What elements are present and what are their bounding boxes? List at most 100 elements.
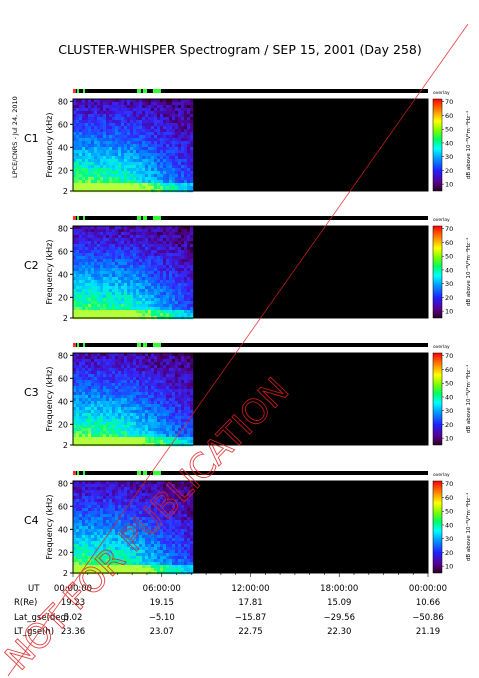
spectrogram-cell: [82, 265, 86, 269]
spectrogram-cell: [136, 490, 140, 494]
spectrogram-cell: [181, 280, 185, 284]
spectrogram-cell: [121, 431, 125, 435]
spectrogram-cell: [139, 289, 143, 293]
spectrogram-cell: [112, 229, 116, 233]
spectrogram-cell: [148, 123, 152, 127]
spectrogram-cell: [79, 301, 83, 305]
spectrogram-cell: [103, 517, 107, 521]
spectrogram-cell: [127, 138, 131, 142]
spectrogram-cell: [142, 365, 146, 369]
spectrogram-cell: [85, 138, 89, 142]
spectrogram-cell: [73, 395, 77, 399]
spectrogram-cell: [166, 105, 170, 109]
spectrogram-cell: [97, 356, 101, 360]
spectrogram-cell: [142, 292, 146, 296]
spectrogram-cell: [112, 362, 116, 366]
spectrogram-cell: [169, 132, 173, 136]
spectrogram-cell: [112, 117, 116, 121]
spectrogram-cell: [124, 244, 128, 248]
spectrogram-cell: [97, 123, 101, 127]
spectrogram-cell: [142, 147, 146, 151]
spectrogram-cell: [139, 356, 143, 360]
spectrogram-cell: [181, 271, 185, 275]
spectrogram-cell: [121, 265, 125, 269]
spectrogram-cell: [154, 162, 158, 166]
spectrogram-cell: [166, 377, 170, 381]
spectrogram-cell: [184, 313, 188, 317]
spectrogram-cell: [163, 541, 167, 545]
spectrogram-cell: [127, 232, 131, 236]
spectrogram-cell: [187, 256, 191, 260]
spectrogram-cell: [139, 502, 143, 506]
spectrogram-cell: [190, 371, 194, 375]
spectrogram-cell: [139, 177, 143, 181]
spectrogram-cell: [115, 410, 119, 414]
spectrogram-cell: [130, 159, 134, 163]
spectrogram-cell: [106, 520, 110, 524]
spectrogram-cell: [94, 529, 98, 533]
spectrogram-cell: [181, 153, 185, 157]
spectrogram-cell: [154, 413, 158, 417]
spectrogram-cell: [94, 431, 98, 435]
spectrogram-cell: [76, 368, 80, 372]
spectrogram-cell: [181, 559, 185, 563]
spectrogram-cell: [151, 241, 155, 245]
spectrogram-cell: [124, 120, 128, 124]
spectrogram-cell: [145, 511, 149, 515]
spectrogram-cell: [79, 535, 83, 539]
spectrogram-cell: [97, 156, 101, 160]
spectrogram-cell: [88, 410, 92, 414]
spectrogram-cell: [121, 532, 125, 536]
spectrogram-cell: [154, 502, 158, 506]
spectrogram-cell: [73, 186, 77, 190]
spectrogram-cell: [76, 162, 80, 166]
spectrogram-cell: [94, 177, 98, 181]
spectrogram-cell: [145, 171, 149, 175]
plot-frame: [72, 225, 429, 319]
spectrogram-cell: [169, 404, 173, 408]
spectrogram-cell: [73, 538, 77, 542]
spectrogram-cell: [160, 108, 164, 112]
spectrogram-cell: [145, 538, 149, 542]
spectrogram-cell: [190, 383, 194, 387]
spectrogram-cell: [106, 313, 110, 317]
spectrogram-cell: [109, 517, 113, 521]
spectrogram-cell: [121, 490, 125, 494]
spectrogram-cell: [106, 401, 110, 405]
spectrogram-cell: [109, 499, 113, 503]
spectrogram-cell: [79, 280, 83, 284]
spectrogram-cell: [79, 162, 83, 166]
spectrogram-cell: [181, 410, 185, 414]
spectrogram-cell: [109, 268, 113, 272]
spectrogram-cell: [154, 410, 158, 414]
spectrogram-cell: [142, 505, 146, 509]
spectrogram-cell: [151, 526, 155, 530]
spectrogram-cell: [73, 229, 77, 233]
spectrogram-cell: [97, 383, 101, 387]
spectrogram-cell: [148, 496, 152, 500]
spectrogram-cell: [142, 307, 146, 311]
spectrogram-cell: [100, 401, 104, 405]
spectrogram-cell: [136, 147, 140, 151]
spectrogram-cell: [76, 356, 80, 360]
spectrogram-cell: [181, 371, 185, 375]
spectrogram-cell: [136, 550, 140, 554]
spectrogram-cell: [115, 383, 119, 387]
spectrogram-cell: [139, 434, 143, 438]
spectrogram-cell: [184, 235, 188, 239]
spectrogram-cell: [172, 371, 176, 375]
spectrogram-cell: [94, 437, 98, 441]
spectrogram-cell: [130, 102, 134, 106]
spectrogram-cell: [118, 283, 122, 287]
spectrogram-cell: [115, 295, 119, 299]
spectrogram-cell: [100, 253, 104, 257]
spectrogram-cell: [157, 295, 161, 299]
spectrogram-cell: [142, 135, 146, 139]
spectrogram-cell: [106, 568, 110, 572]
spectrogram-cell: [97, 389, 101, 393]
spectrogram-cell: [91, 511, 95, 515]
y-tick-label: 40: [58, 143, 68, 152]
spectrogram-cell: [133, 159, 137, 163]
spectrogram-cell: [106, 410, 110, 414]
spectrogram-cell: [124, 556, 128, 560]
